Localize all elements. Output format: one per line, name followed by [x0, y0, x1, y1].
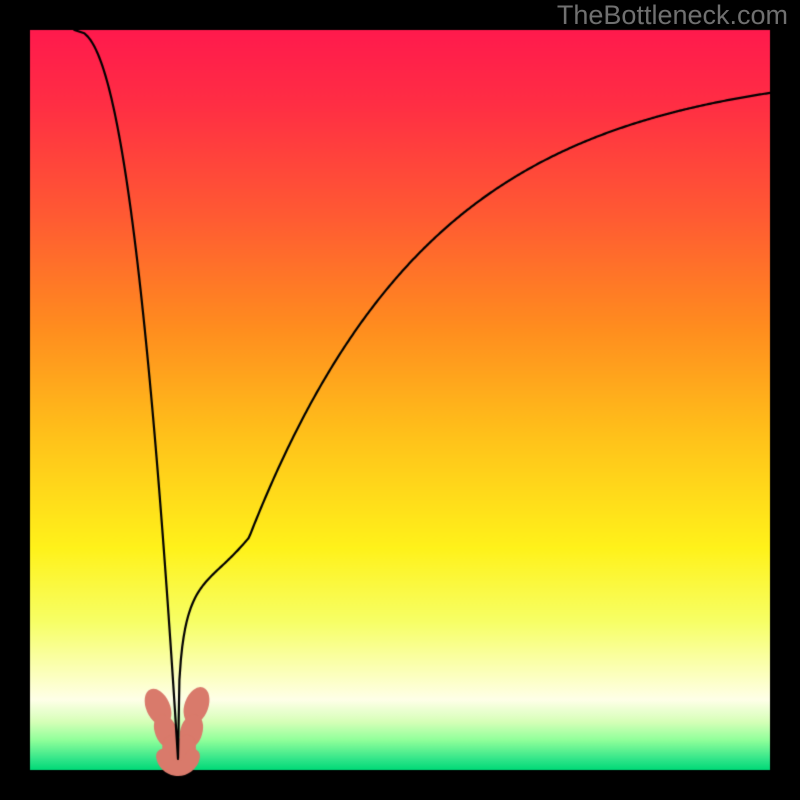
- chart-stage: TheBottleneck.com: [0, 0, 800, 800]
- chart-canvas: [0, 0, 800, 800]
- watermark: TheBottleneck.com: [557, 0, 788, 31]
